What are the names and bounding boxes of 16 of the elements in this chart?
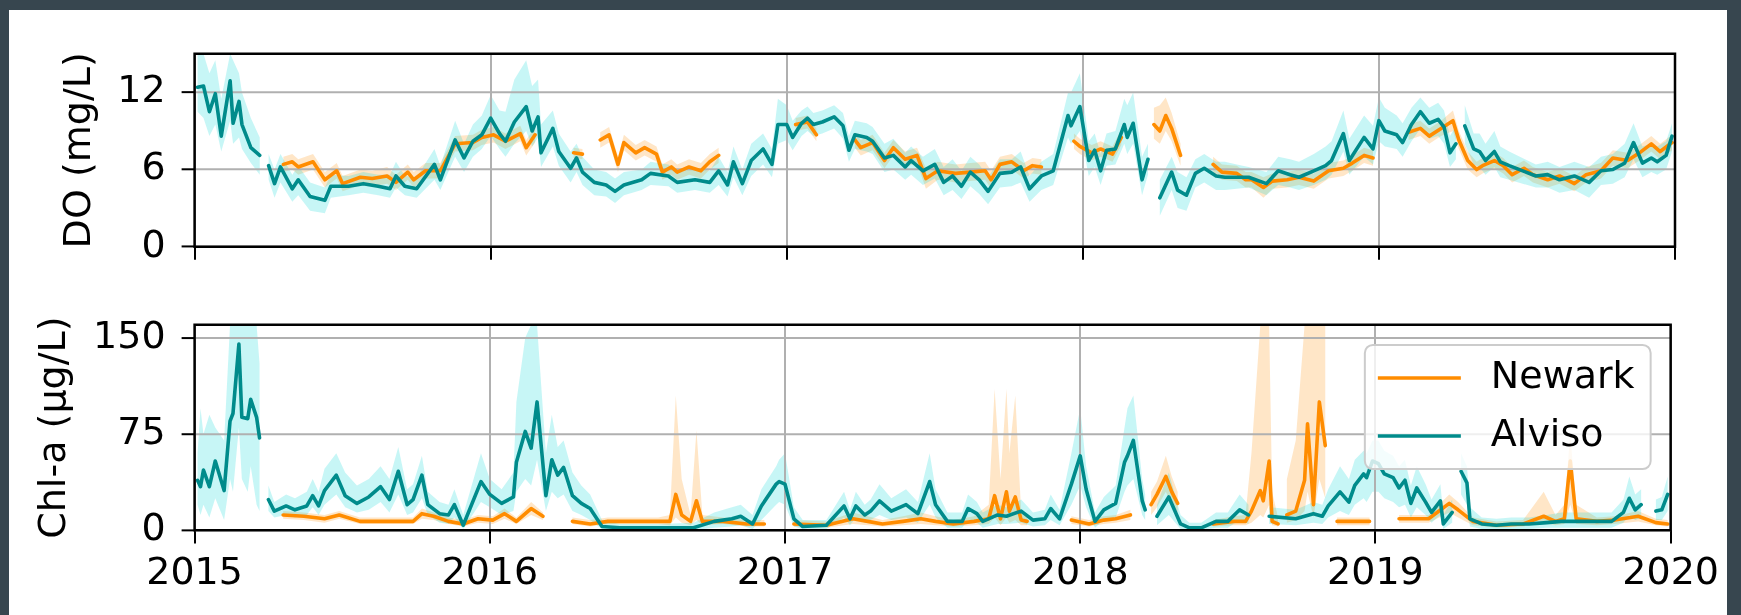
- y-tick-label: 150: [93, 312, 166, 357]
- x-tick-label: 2015: [146, 548, 243, 593]
- x-tick-label: 2016: [441, 548, 539, 593]
- x-tick-label: 2017: [736, 548, 834, 593]
- y-tick-label: 0: [141, 504, 166, 549]
- y-tick-label: 12: [117, 66, 166, 112]
- legend-label: Alviso: [1490, 410, 1604, 455]
- y-tick-label: 0: [141, 221, 166, 266]
- y-tick-label: 75: [117, 408, 166, 453]
- x-tick-label: 2018: [1031, 548, 1129, 593]
- y-axis-title: DO (mg/L): [54, 51, 99, 249]
- legend-label: Newark: [1490, 352, 1635, 397]
- x-tick-label: 2020: [1622, 548, 1719, 593]
- x-tick-label: 2019: [1327, 548, 1424, 593]
- y-tick-label: 6: [141, 144, 166, 189]
- y-axis-title: Chl-a (μg/L): [30, 315, 75, 539]
